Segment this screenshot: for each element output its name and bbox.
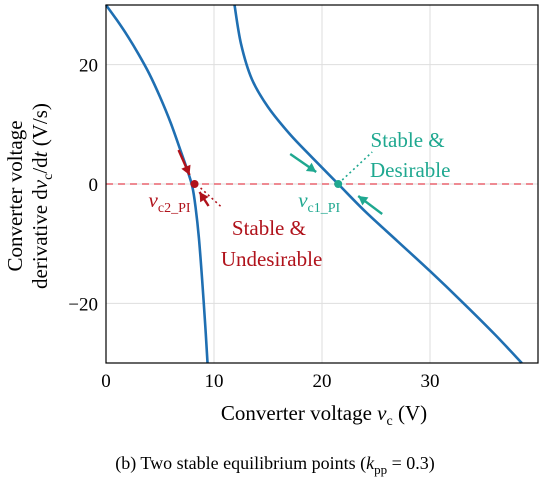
series-line-1: [104, 4, 209, 364]
x-tick-label: 30: [421, 371, 440, 392]
equilibrium-var: v: [298, 188, 308, 212]
annotation-line1: Stable &: [371, 128, 445, 152]
equilibrium-label-vc2: vc2_PI: [149, 188, 191, 216]
plot-frame: [105, 4, 539, 364]
annotation-line2: Undesirable: [221, 247, 322, 271]
y-tick-label: −20: [68, 294, 98, 315]
y-axis-label-line1: Converter voltage: [3, 120, 27, 271]
equilibrium-subscript: c2_PI: [158, 201, 191, 216]
y-tick-label: 20: [79, 56, 98, 77]
annotation-line1: Stable &: [232, 216, 306, 240]
arrow-vc1-below-head: [358, 196, 369, 206]
annotation-stable-desirable: Stable & Desirable: [370, 128, 450, 182]
annotation-line2: Desirable: [370, 158, 450, 182]
x-axis-label: Converter voltage vc (V): [221, 401, 427, 429]
arrow-vc1-above-head: [305, 162, 317, 172]
x-tick-label: 20: [313, 371, 332, 392]
pointer-desirable: [341, 151, 373, 181]
y-axis-label: Converter voltage derivative dvc/dt (V/s…: [3, 103, 56, 289]
series-group: [104, 4, 523, 364]
equilibrium-subscript: c1_PI: [308, 201, 341, 216]
arrows: [177, 149, 383, 215]
arrow-vc2-above-head: [181, 164, 191, 175]
figure-caption: (b) Two stable equilibrium points (kpp =…: [115, 453, 435, 477]
y-tick-label: 0: [89, 175, 99, 196]
equilibrium-point-1: [190, 180, 199, 188]
equilibrium-var: v: [149, 188, 159, 212]
equilibrium-label-vc1: vc1_PI: [298, 188, 340, 216]
y-axis-label-line2: derivative dvc/dt (V/s): [28, 103, 56, 289]
x-tick-label: 10: [205, 371, 224, 392]
tick-labels: 0 10 20 30 20 0 −20: [68, 56, 439, 392]
arrow-vc2-below-head: [199, 192, 209, 203]
x-tick-label: 0: [101, 371, 111, 392]
equilibrium-point-2: [334, 180, 343, 188]
annotation-stable-undesirable: Stable & Undesirable: [221, 216, 322, 271]
